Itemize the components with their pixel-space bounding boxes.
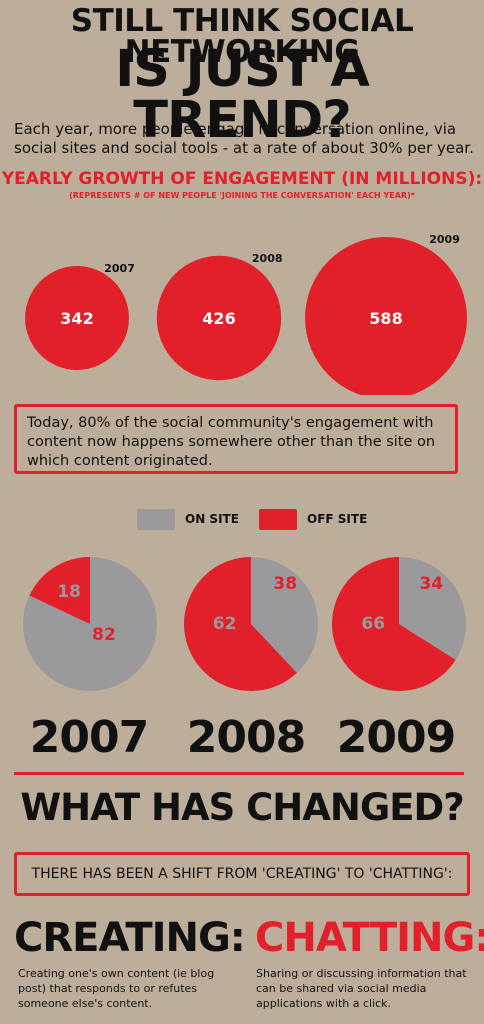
onsite-offsite-pie-charts: 82 18 38 62 34 66	[23, 557, 466, 691]
legend-label-on-site: ON SITE	[185, 512, 239, 526]
pie-label-off-site-2008: 62	[213, 614, 237, 634]
pie-slice-off-site-2007	[29, 557, 90, 624]
pie-label-off-site-2009: 66	[361, 614, 385, 634]
bubble-2009	[305, 237, 467, 395]
bubble-value-2008: 426	[202, 309, 235, 328]
pie-label-on-site-2007: 82	[92, 625, 116, 645]
bubble-2008	[156, 255, 282, 381]
legend-label-off-site: OFF SITE	[307, 512, 368, 526]
pie-slice-on-site-2007	[23, 557, 158, 691]
creating-description: Creating one's own content (ie blog post…	[18, 967, 215, 1010]
legend-swatch-off-site	[259, 509, 297, 530]
growth-chart-subtitle: (REPRESENTS # OF NEW PEOPLE 'JOINING THE…	[69, 191, 415, 200]
legend-swatch-on-site	[137, 509, 175, 530]
bubble-2007	[25, 266, 129, 370]
pie-slice-on-site-2009	[399, 557, 466, 660]
creating-heading: CREATING:	[14, 915, 246, 961]
chatting-heading: CHATTING:	[255, 915, 484, 961]
pie-year-label-2007: 2007	[29, 712, 149, 763]
bubble-year-2007: 2007	[104, 262, 135, 275]
what-has-changed-title: WHAT HAS CHANGED?	[20, 786, 464, 829]
chatting-description: Sharing or discussing information that c…	[256, 967, 467, 1010]
shift-statement-text: THERE HAS BEEN A SHIFT FROM 'CREATING' T…	[31, 866, 453, 882]
shift-statement-box: THERE HAS BEEN A SHIFT FROM 'CREATING' T…	[14, 852, 470, 896]
bubble-value-2007: 342	[60, 309, 93, 328]
bubble-year-2008: 2008	[252, 252, 283, 265]
pie-label-on-site-2009: 34	[419, 574, 443, 594]
growth-bubble-chart: 342 2007 426 2008 588 2009	[25, 233, 467, 395]
title-line-1: STILL THINK SOCIAL NETWORKING	[70, 3, 414, 70]
engagement-note-box: Today, 80% of the social community's eng…	[14, 404, 458, 474]
pie-slice-off-site-2008	[183, 557, 297, 691]
pie-label-on-site-2008: 38	[273, 574, 297, 594]
growth-chart-title: YEARLY GROWTH OF ENGAGEMENT (IN MILLIONS…	[1, 169, 483, 189]
bubble-value-2009: 588	[369, 309, 402, 328]
pie-year-label-2008: 2008	[186, 712, 306, 763]
engagement-note-text: Today, 80% of the social community's eng…	[27, 415, 436, 469]
title-line-2: IS JUST A TREND?	[115, 40, 370, 150]
pie-slice-off-site-2009	[332, 557, 456, 691]
intro-text: Each year, more people engage in convers…	[14, 120, 474, 157]
pie-slice-on-site-2008	[251, 557, 318, 673]
pie-year-label-2009: 2009	[336, 712, 456, 763]
pie-label-off-site-2007: 18	[57, 582, 81, 602]
bubble-year-2009: 2009	[429, 233, 460, 246]
section-divider	[14, 772, 464, 775]
